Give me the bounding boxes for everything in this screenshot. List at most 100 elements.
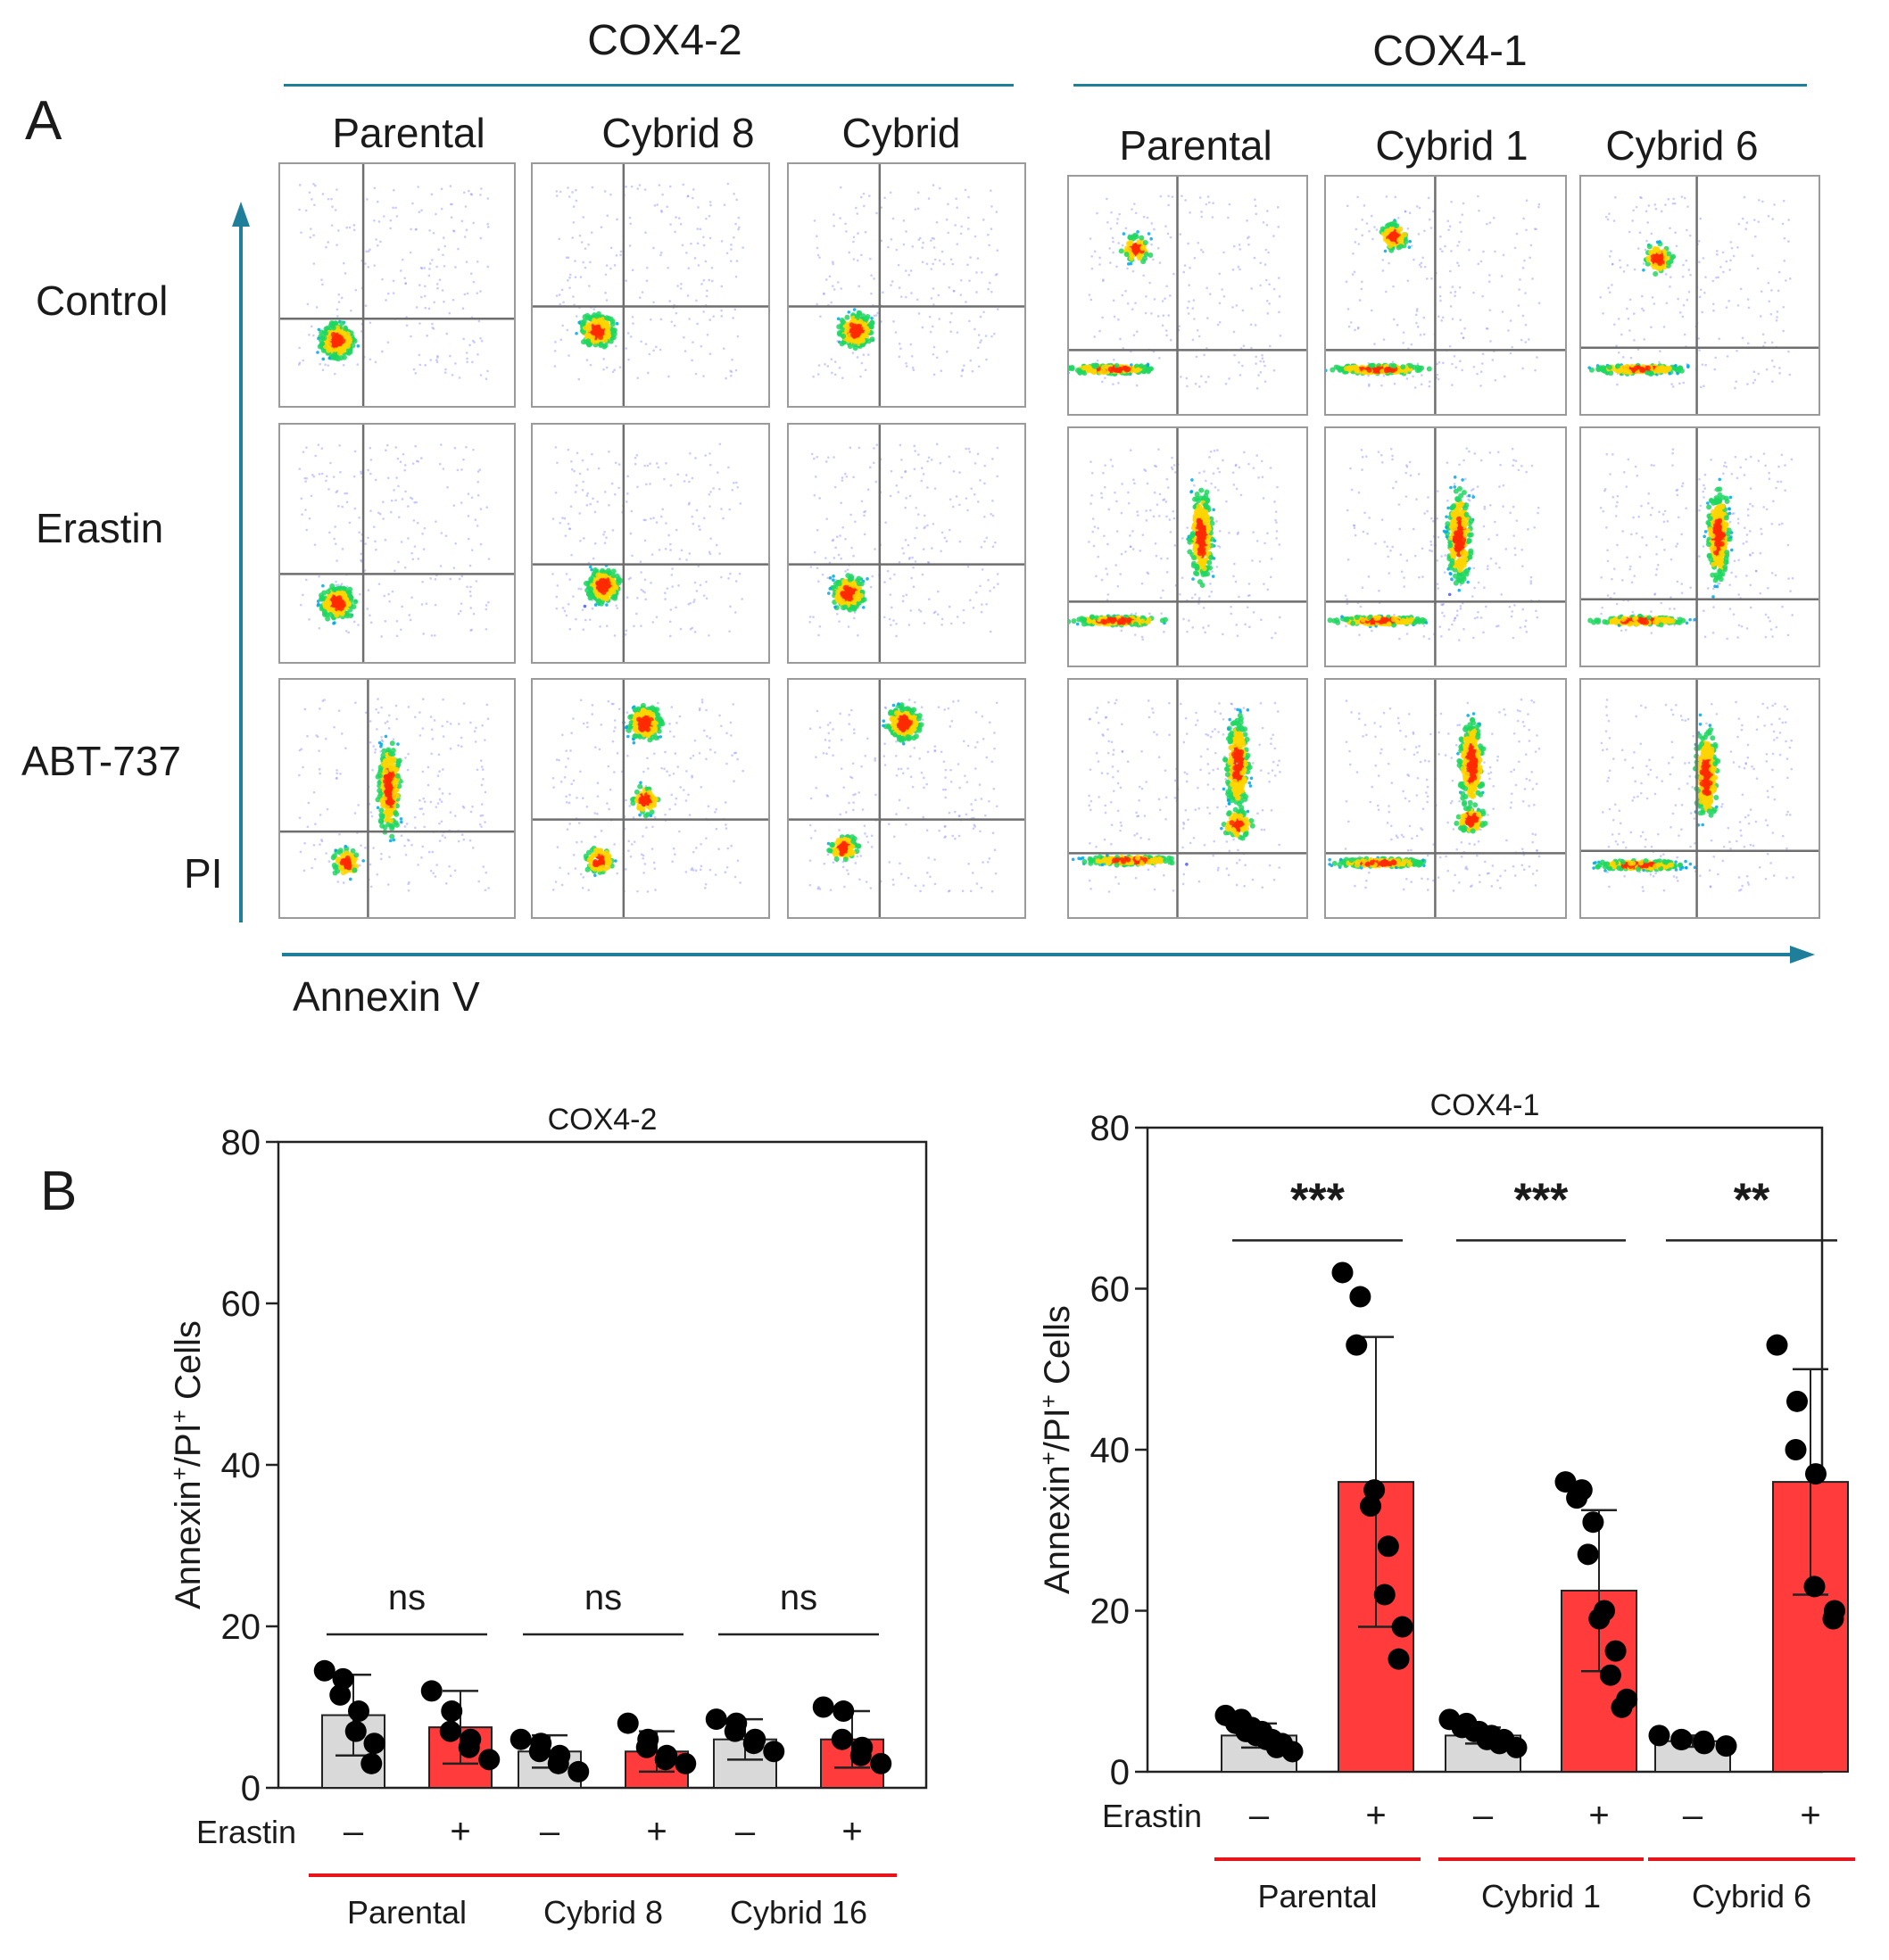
flow-event: [1650, 257, 1656, 263]
flow-event: [476, 292, 479, 294]
flow-plot: [278, 423, 516, 664]
flow-event: [1205, 286, 1208, 290]
flow-event: [1261, 476, 1264, 478]
flow-event: [830, 301, 833, 304]
flow-event: [321, 583, 325, 588]
flow-event: [1164, 329, 1168, 332]
flow-event: [659, 348, 662, 351]
flow-event: [1193, 318, 1196, 320]
flow-event: [373, 219, 376, 222]
flow-event: [1631, 219, 1634, 222]
flow-event: [1460, 332, 1463, 335]
flow-event: [605, 264, 609, 267]
flow-event: [935, 442, 939, 446]
flow-event: [926, 459, 929, 463]
flow-event: [1418, 263, 1421, 267]
flow-event: [691, 515, 693, 518]
flow-event: [1736, 304, 1740, 307]
flow-event: [302, 451, 305, 453]
flow-event: [434, 634, 436, 637]
flow-event: [990, 290, 993, 294]
flow-event: [1747, 306, 1751, 310]
flow-event: [826, 365, 830, 368]
flow-event: [990, 227, 993, 230]
flow-event: [887, 245, 890, 249]
flow-event: [1181, 537, 1184, 540]
flow-event: [560, 288, 564, 292]
flow-event: [467, 537, 470, 541]
flow-event: [849, 513, 852, 517]
flow-event: [1246, 219, 1248, 222]
flow-event: [865, 328, 871, 335]
flow-event: [932, 287, 935, 290]
flow-event: [319, 595, 325, 601]
flow-event: [1396, 237, 1402, 244]
flow-event: [468, 564, 472, 567]
flow-event: [1096, 359, 1099, 362]
flow-event: [1683, 333, 1686, 336]
flow-event: [645, 279, 649, 283]
flow-event: [1599, 295, 1603, 299]
flow-event: [352, 599, 359, 605]
flow-event: [409, 496, 412, 500]
flow-event: [1255, 362, 1257, 365]
flow-event: [1711, 302, 1715, 306]
flow-event: [367, 250, 370, 253]
flow-event: [372, 525, 376, 528]
flow-event: [381, 277, 384, 281]
flow-event: [1241, 309, 1245, 312]
flow-event: [1494, 250, 1496, 253]
flow-event: [385, 443, 389, 447]
flow-event: [945, 540, 949, 543]
flow-event: [1486, 327, 1489, 330]
flow-event: [1413, 258, 1415, 261]
flow-event: [610, 581, 617, 587]
flow-event: [1144, 469, 1147, 472]
flow-event: [691, 196, 694, 200]
flow-event: [302, 359, 305, 362]
flow-event: [1259, 261, 1263, 265]
flow-event: [909, 269, 913, 272]
flow-event: [605, 603, 609, 607]
flow-event: [367, 536, 369, 540]
flow-event: [1728, 269, 1731, 271]
flow-event: [674, 230, 676, 234]
flow-event: [1511, 345, 1513, 349]
flow-event: [668, 634, 672, 638]
flow-event: [1090, 255, 1094, 258]
flow-event: [1753, 378, 1757, 382]
flow-event: [1102, 278, 1105, 281]
flow-event: [1623, 368, 1629, 374]
flow-event: [1722, 270, 1725, 274]
flow-event: [1644, 248, 1647, 252]
flow-event: [935, 220, 939, 224]
flow-event: [326, 600, 332, 607]
flow-event: [1682, 381, 1686, 385]
flow-event: [435, 265, 438, 269]
flow-event: [973, 327, 976, 331]
flow-event: [1535, 227, 1537, 231]
flow-event: [691, 359, 693, 362]
flow-event: [458, 376, 461, 379]
flow-event: [559, 190, 562, 194]
flow-event: [900, 459, 903, 461]
flow-event: [1122, 365, 1128, 371]
flow-event: [312, 183, 315, 186]
flow-event: [1126, 240, 1132, 246]
flow-event: [335, 583, 338, 587]
flow-event: [1509, 319, 1512, 322]
flow-event: [1109, 459, 1113, 461]
flow-event: [914, 450, 916, 452]
flow-event: [392, 206, 394, 210]
flow-event: [1487, 280, 1491, 283]
flow-event: [976, 452, 980, 456]
flow-event: [1218, 302, 1222, 305]
flow-event: [1438, 285, 1442, 289]
flow-event: [840, 327, 846, 333]
flow-event: [1686, 228, 1688, 232]
flow-event: [298, 184, 302, 186]
flow-event: [708, 352, 712, 356]
flow-event: [1180, 376, 1182, 378]
flow-event: [1211, 216, 1214, 219]
flow-event: [440, 187, 443, 191]
